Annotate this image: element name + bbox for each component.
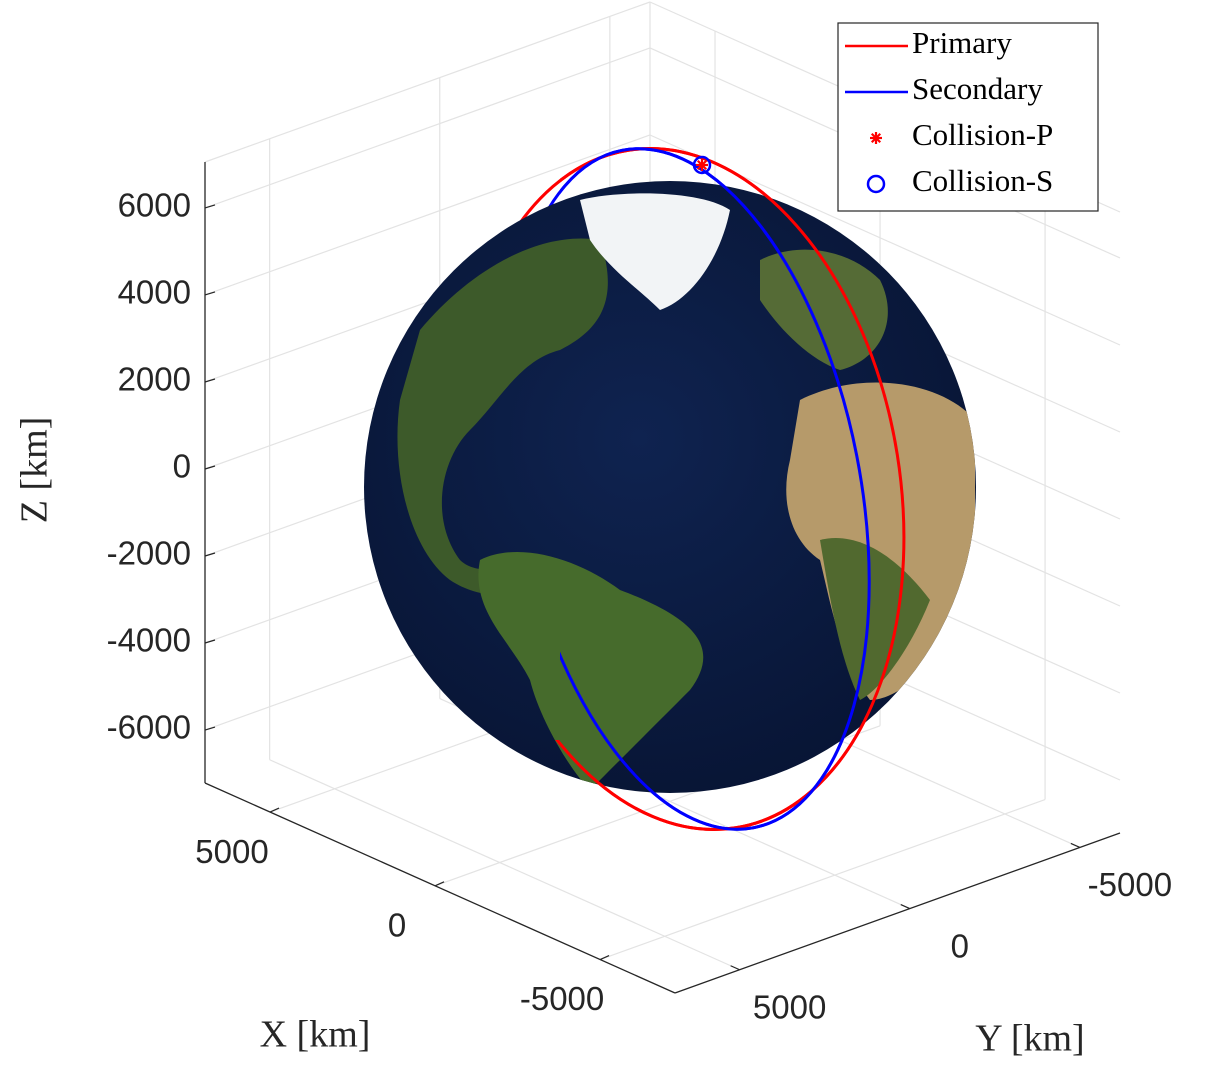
z-tick xyxy=(205,640,215,643)
z-tick xyxy=(205,466,215,469)
legend-label: Secondary xyxy=(912,71,1043,106)
y-tick-label: 0 xyxy=(951,927,969,964)
z-tick-label: -4000 xyxy=(107,622,191,659)
z-tick xyxy=(205,727,215,730)
z-tick-label: 6000 xyxy=(118,187,191,224)
y-tick xyxy=(731,966,740,970)
z-tick xyxy=(205,292,215,295)
z-tick-label: -2000 xyxy=(107,535,191,572)
x-tick xyxy=(435,882,444,886)
y-tick xyxy=(901,905,910,909)
legend-label: Primary xyxy=(912,25,1012,60)
legend: Primary Secondary Collision-P Collision-S xyxy=(838,23,1098,211)
grid-line xyxy=(600,800,1045,960)
x-tick xyxy=(600,956,609,960)
y-tick-label: -5000 xyxy=(1088,866,1172,903)
z-tick-label: 0 xyxy=(173,448,191,485)
collision xyxy=(694,157,710,173)
z-tick xyxy=(205,379,215,382)
x-tick xyxy=(270,808,279,812)
x-axis-label: X [km] xyxy=(260,1014,371,1056)
z-tick-label: -6000 xyxy=(107,709,191,746)
chart: 6000 4000 2000 0 -2000 -4000 -6000 5000 0 -5000 50… xyxy=(0,0,1220,1068)
y-tick-label: 5000 xyxy=(753,988,826,1025)
x-tick-label: -5000 xyxy=(520,980,604,1017)
x-tick-label: 0 xyxy=(388,907,406,944)
x-tick-label: 5000 xyxy=(195,833,268,870)
box-edge xyxy=(205,2,650,162)
z-tick-label: 4000 xyxy=(118,274,191,311)
legend-label: Collision-P xyxy=(912,117,1053,152)
x-axis xyxy=(205,783,675,993)
legend-label: Collision-S xyxy=(912,163,1053,198)
y-axis-label: Y [km] xyxy=(975,1018,1084,1060)
z-tick xyxy=(205,553,215,556)
z-axis-label: Z [km] xyxy=(14,417,56,524)
y-axis xyxy=(675,833,1120,993)
z-tick xyxy=(205,205,215,208)
y-tick xyxy=(1071,843,1080,847)
grid-line xyxy=(205,48,650,208)
z-tick-label: 2000 xyxy=(118,361,191,398)
earth xyxy=(364,181,976,793)
